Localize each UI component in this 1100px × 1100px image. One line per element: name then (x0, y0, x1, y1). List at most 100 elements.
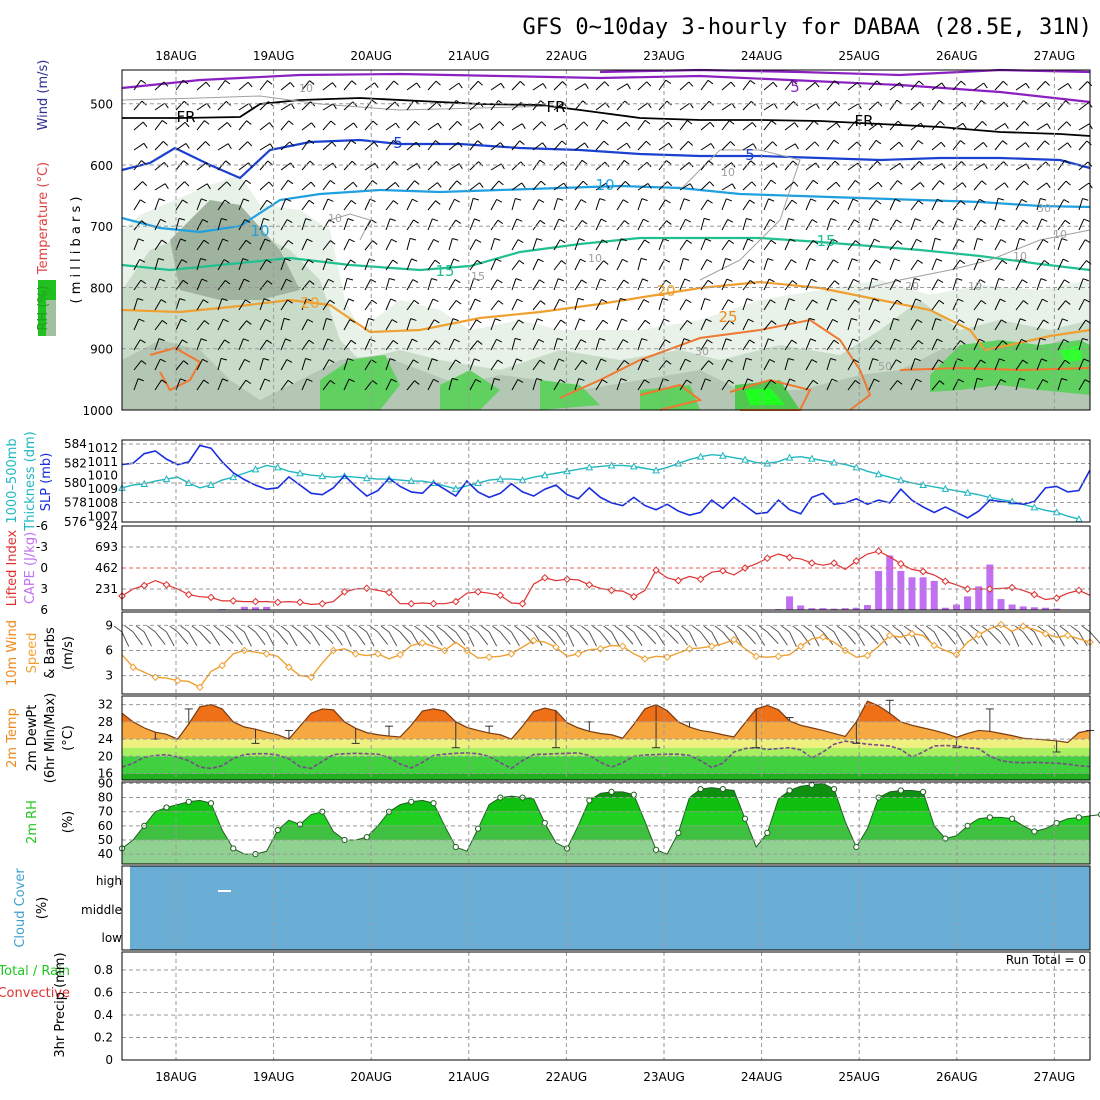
wind-barb-flag (834, 280, 840, 285)
wind-barb (166, 631, 175, 647)
wind-barb-flag (941, 163, 946, 169)
cape-bar (797, 605, 805, 610)
wind-barb-flag (159, 278, 166, 282)
wind-barb-flag (1022, 359, 1028, 364)
wind-barb-flag (602, 119, 609, 125)
wind-barb (280, 299, 288, 311)
wind-barb-flag (641, 198, 648, 202)
li-tick-label: -6 (36, 519, 48, 533)
wind-barb-flag (938, 359, 944, 364)
wind-barb (1036, 198, 1041, 211)
wind-barb-flag (180, 625, 190, 633)
cape-bar (952, 604, 960, 610)
wind-barb-flag (794, 122, 799, 128)
wind-barb-flag (881, 625, 891, 633)
wind-barb-flag (1062, 258, 1069, 263)
wind-barb (385, 378, 392, 391)
wind-barb (595, 140, 605, 151)
wind-barb-flag (503, 625, 512, 633)
wind-barb-flag (402, 625, 412, 633)
wind-barb-flag (644, 319, 651, 325)
wind-barb (658, 100, 668, 111)
wind-barb-flag (474, 298, 481, 303)
wind-barb (188, 631, 198, 646)
rh-point (920, 788, 927, 795)
wind-barb-flag (894, 198, 901, 203)
wind-barb-flag (284, 258, 291, 262)
rh-point (830, 785, 838, 793)
wind-barb (301, 378, 308, 391)
wind-barb-flag (727, 218, 734, 223)
wind-barb (238, 219, 246, 231)
wind-barb-flag (347, 625, 356, 633)
wind-barb-flag (1066, 121, 1072, 127)
thickness-point (229, 473, 238, 481)
wind-barb (910, 378, 917, 391)
wind-barb (175, 279, 184, 291)
lifted-index-point (763, 554, 772, 563)
wind-barb-flag (371, 99, 378, 105)
lifted-index-point (585, 580, 594, 589)
precip-tick-label: 0.6 (94, 986, 113, 1000)
wind-barb-flag (897, 240, 903, 245)
wind-barb (427, 140, 436, 151)
wind-barb (553, 198, 558, 211)
lifted-index-point (941, 577, 950, 586)
wind-barb-flag (812, 379, 819, 385)
wind-barb-flag (872, 218, 879, 222)
wind-barb-flag (666, 220, 672, 225)
wind-barb-flag (457, 142, 463, 148)
wind-barb (544, 631, 557, 645)
wind-barb (1078, 299, 1085, 311)
wind-barb-flag (537, 318, 544, 322)
wind-barb-flag (201, 198, 208, 202)
wind-barb-flag (581, 159, 588, 165)
wind-barb-flag (703, 625, 713, 633)
wind-barb-flag (390, 298, 397, 302)
wind-barb-flag (327, 198, 334, 202)
wind-barb (280, 258, 286, 271)
wind-barb-flag (542, 142, 547, 148)
wind-barb (994, 319, 1002, 331)
wind-barb-flag (831, 238, 838, 243)
wind-barb (175, 79, 184, 91)
wind-barb-flag (286, 359, 293, 363)
wind-barb-flag (896, 219, 902, 224)
wind-barb (532, 378, 537, 391)
wind-barb-flag (372, 180, 378, 185)
wind-barb (952, 122, 964, 131)
wind-barb-flag (1019, 377, 1026, 381)
wind-barb (532, 339, 540, 351)
wind-barb (469, 239, 477, 251)
wind-barb-flag (705, 378, 712, 382)
wind-barb-flag (976, 377, 984, 381)
wind-barb-flag (562, 161, 568, 167)
wind-barb (1015, 318, 1021, 331)
wind-barb-flag (1045, 161, 1051, 167)
wind-barb-flag (539, 159, 546, 165)
wind-barb (238, 379, 247, 391)
wind-barb (910, 80, 920, 91)
wind-barb (637, 338, 643, 351)
wind-barb-flag (268, 181, 274, 187)
wind-barb (1078, 239, 1086, 251)
wind-barb-flag (514, 337, 522, 341)
wind-barb-flag (285, 198, 292, 202)
wind-barb (217, 181, 228, 191)
wind-barb (154, 631, 166, 645)
wind-barb (595, 358, 602, 371)
wind-barb (196, 239, 205, 251)
wind-barb (280, 141, 291, 151)
wind-barb-flag (226, 181, 232, 187)
wind-barb (510, 631, 520, 647)
wind-barb (154, 379, 162, 391)
wind-barb-flag (477, 140, 483, 145)
wind-barb (805, 379, 814, 391)
wind-barb-flag (859, 625, 868, 633)
wind-barb-flag (515, 197, 522, 201)
wind-barb-flag (203, 379, 209, 384)
wind-barb (322, 82, 333, 91)
wind-barb-flag (142, 121, 148, 127)
wind-barb (427, 340, 436, 351)
wind-barb-flag (1043, 319, 1049, 324)
